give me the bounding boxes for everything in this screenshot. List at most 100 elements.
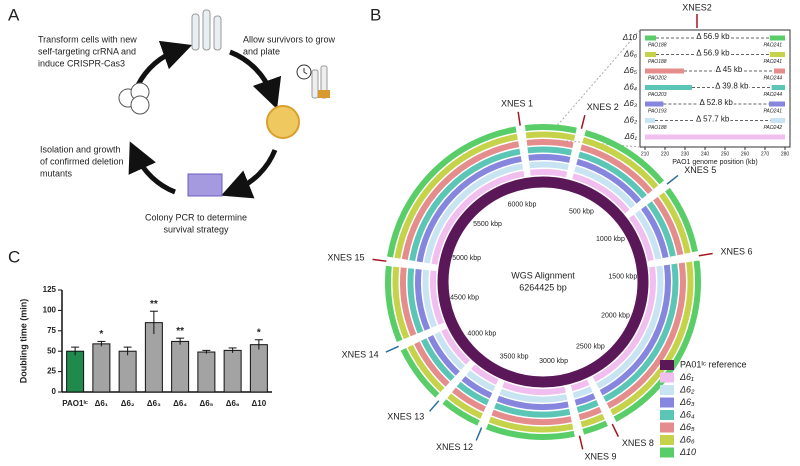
strain-ring	[461, 376, 493, 399]
legend-swatch	[660, 435, 674, 445]
strain-ring	[529, 161, 569, 171]
strain-ring	[659, 192, 691, 254]
strain-ring	[580, 413, 605, 428]
significance: *	[257, 327, 261, 338]
y-tick-label: 0	[52, 387, 57, 396]
strain-ring	[527, 146, 573, 156]
flank-segment	[774, 68, 785, 74]
x-tick-label: Δ6₁	[95, 399, 109, 408]
kbp-tick	[517, 191, 520, 196]
inset-title: XNES2	[682, 2, 712, 12]
step-text: of confirmed deletion	[40, 156, 124, 166]
legend-swatch	[660, 372, 674, 383]
strain-ring	[392, 266, 410, 340]
x-tick-label: 240	[701, 151, 710, 157]
gene-label: PAO241	[763, 108, 782, 114]
xnes-label: XNES 15	[328, 253, 365, 263]
xnes-arrow	[580, 114, 586, 129]
strain-ring	[486, 423, 575, 440]
bar	[249, 344, 268, 393]
deletion-label: Δ 39.8 kb	[715, 82, 749, 91]
row-label: Δ6₅	[623, 66, 638, 75]
kbp-label: 3000 kbp	[539, 358, 568, 365]
strain-ring	[578, 406, 602, 421]
deletion-label: Δ 56.9 kb	[696, 32, 730, 41]
gene-label: PAO188	[648, 59, 667, 65]
x-tick-label: 250	[721, 151, 730, 157]
y-tick-label: 125	[43, 285, 57, 294]
legend-label: Δ6₃	[679, 397, 695, 407]
strain-ring	[430, 270, 445, 325]
significance: *	[99, 329, 103, 340]
flank-segment	[770, 118, 785, 123]
legend-swatch	[660, 447, 674, 458]
strain-ring	[640, 205, 669, 259]
xnes-arrow	[611, 423, 620, 437]
strain-ring	[525, 131, 576, 141]
flank-segment	[645, 118, 655, 123]
row-label: Δ6₁	[624, 132, 638, 141]
flank-segment	[769, 52, 785, 57]
legend-swatch	[660, 422, 674, 433]
strain-ring	[528, 154, 571, 163]
legend-label: Δ6₄	[679, 409, 695, 419]
kbp-label: 6000 kbp	[508, 202, 537, 209]
strain-ring	[441, 328, 471, 365]
strain-ring	[574, 166, 636, 209]
step-text: Isolation and growth	[40, 144, 121, 154]
deletion-label: Δ 45 kb	[716, 65, 743, 74]
strain-ring	[613, 260, 701, 422]
xnes-arrow	[385, 345, 400, 353]
legend-swatch	[660, 397, 674, 408]
strain-ring	[610, 261, 694, 416]
deletion-label: Δ 56.9 kb	[696, 49, 730, 58]
strain-ring	[599, 264, 671, 396]
strain-ring	[628, 214, 654, 262]
strain-ring	[570, 379, 590, 392]
x-tick-label: Δ10	[252, 399, 267, 408]
row-label: Δ6₆	[623, 50, 638, 59]
kbp-tick	[585, 199, 589, 204]
xnes-label: XNES 6	[721, 247, 753, 257]
row-label: Δ6₃	[623, 99, 637, 108]
xnes-arrow	[666, 174, 679, 185]
kbp-label: 3500 kbp	[500, 353, 529, 360]
strain-ring	[387, 126, 517, 258]
kbp-tick	[470, 339, 475, 343]
step-text: Allow survivors to grow	[243, 34, 336, 44]
strain-ring	[603, 263, 679, 402]
gene-label: PAO242	[763, 125, 782, 131]
significance: **	[150, 299, 158, 310]
genome-size: 6264425 bp	[519, 282, 567, 292]
strain-ring	[584, 129, 665, 185]
center-title: WGS Alignment	[511, 270, 575, 280]
bar	[92, 343, 111, 393]
legend-label: Δ10	[679, 447, 696, 457]
xnes-label: XNES 5	[684, 165, 716, 175]
panel-label: A	[8, 5, 20, 24]
flank-segment	[771, 85, 785, 90]
strain-ring	[447, 393, 483, 419]
strain-ring	[494, 402, 571, 418]
kbp-tick	[624, 319, 629, 323]
strain-ring	[466, 370, 496, 392]
y-tick-label: 100	[43, 306, 57, 315]
legend-label: PA01ᴵᶜ reference	[680, 359, 747, 369]
step-text: induce CRISPR-Cas3	[38, 58, 125, 68]
strain-ring	[407, 344, 445, 393]
bar	[66, 350, 85, 393]
strain-ring	[580, 144, 653, 194]
kbp-label: 5500 kbp	[473, 221, 502, 228]
xnes-label: XNES 12	[436, 442, 473, 452]
strain-ring	[653, 196, 684, 256]
strain-ring	[530, 169, 568, 178]
strain-ring	[394, 133, 518, 259]
strain-ring	[434, 331, 466, 371]
x-tick-label: 220	[661, 151, 670, 157]
gene-label: PAO244	[763, 92, 782, 98]
strain-ring	[427, 334, 460, 376]
xnes-arrow	[372, 258, 387, 262]
strain-ring	[424, 163, 524, 264]
gene-label: PAO203	[648, 92, 667, 98]
strain-ring	[420, 338, 455, 382]
